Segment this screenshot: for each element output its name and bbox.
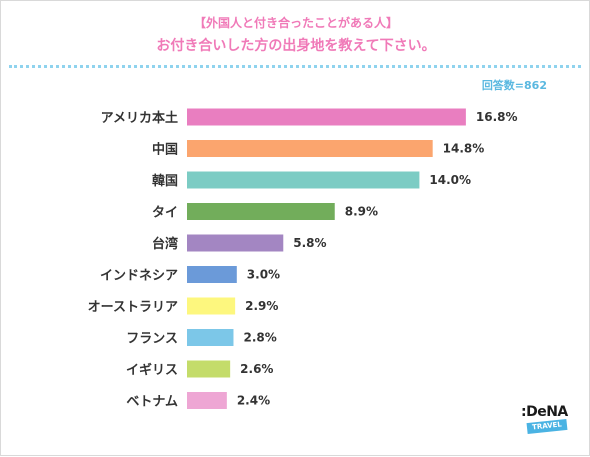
category-label: オーストラリア bbox=[88, 300, 178, 315]
category-label: 韓国 bbox=[152, 173, 178, 189]
bar bbox=[187, 203, 335, 220]
bar bbox=[187, 266, 237, 283]
chart-subtitle: 【外国人と付き合ったことがある人】 bbox=[193, 16, 398, 30]
category-label: ベトナム bbox=[126, 395, 178, 410]
category-label: フランス bbox=[126, 332, 178, 347]
value-label: 2.9% bbox=[245, 299, 278, 313]
value-label: 16.8% bbox=[476, 110, 518, 124]
category-label: イギリス bbox=[126, 362, 178, 378]
value-label: 2.4% bbox=[237, 394, 270, 408]
value-label: 5.8% bbox=[293, 236, 326, 250]
category-label: 台湾 bbox=[152, 236, 178, 252]
value-label: 14.8% bbox=[443, 142, 485, 156]
bar bbox=[187, 297, 236, 315]
value-label: 8.9% bbox=[345, 205, 378, 219]
value-label: 2.8% bbox=[243, 331, 276, 345]
bar bbox=[187, 171, 420, 189]
dena-travel-logo: :DeNA TRAVEL bbox=[521, 404, 581, 436]
bar bbox=[187, 329, 234, 346]
bar bbox=[187, 360, 231, 378]
value-label: 14.0% bbox=[429, 173, 471, 187]
bar bbox=[187, 392, 227, 409]
value-label: 3.0% bbox=[247, 268, 280, 282]
value-label: 2.6% bbox=[240, 362, 273, 376]
category-label: 中国 bbox=[152, 142, 178, 158]
logo-text: :DeNA bbox=[521, 404, 568, 420]
category-label: インドネシア bbox=[100, 269, 178, 284]
respondent-count: 回答数=862 bbox=[481, 79, 547, 92]
category-label: タイ bbox=[152, 206, 178, 221]
bar bbox=[187, 140, 433, 157]
bar bbox=[187, 234, 284, 252]
logo-subtext: TRAVEL bbox=[526, 418, 568, 435]
dotted-divider bbox=[9, 65, 581, 68]
category-label: アメリカ本土 bbox=[101, 110, 178, 126]
chart-title: お付き合いした方の出身地を教えて下さい。 bbox=[156, 38, 436, 54]
bar bbox=[187, 108, 466, 126]
